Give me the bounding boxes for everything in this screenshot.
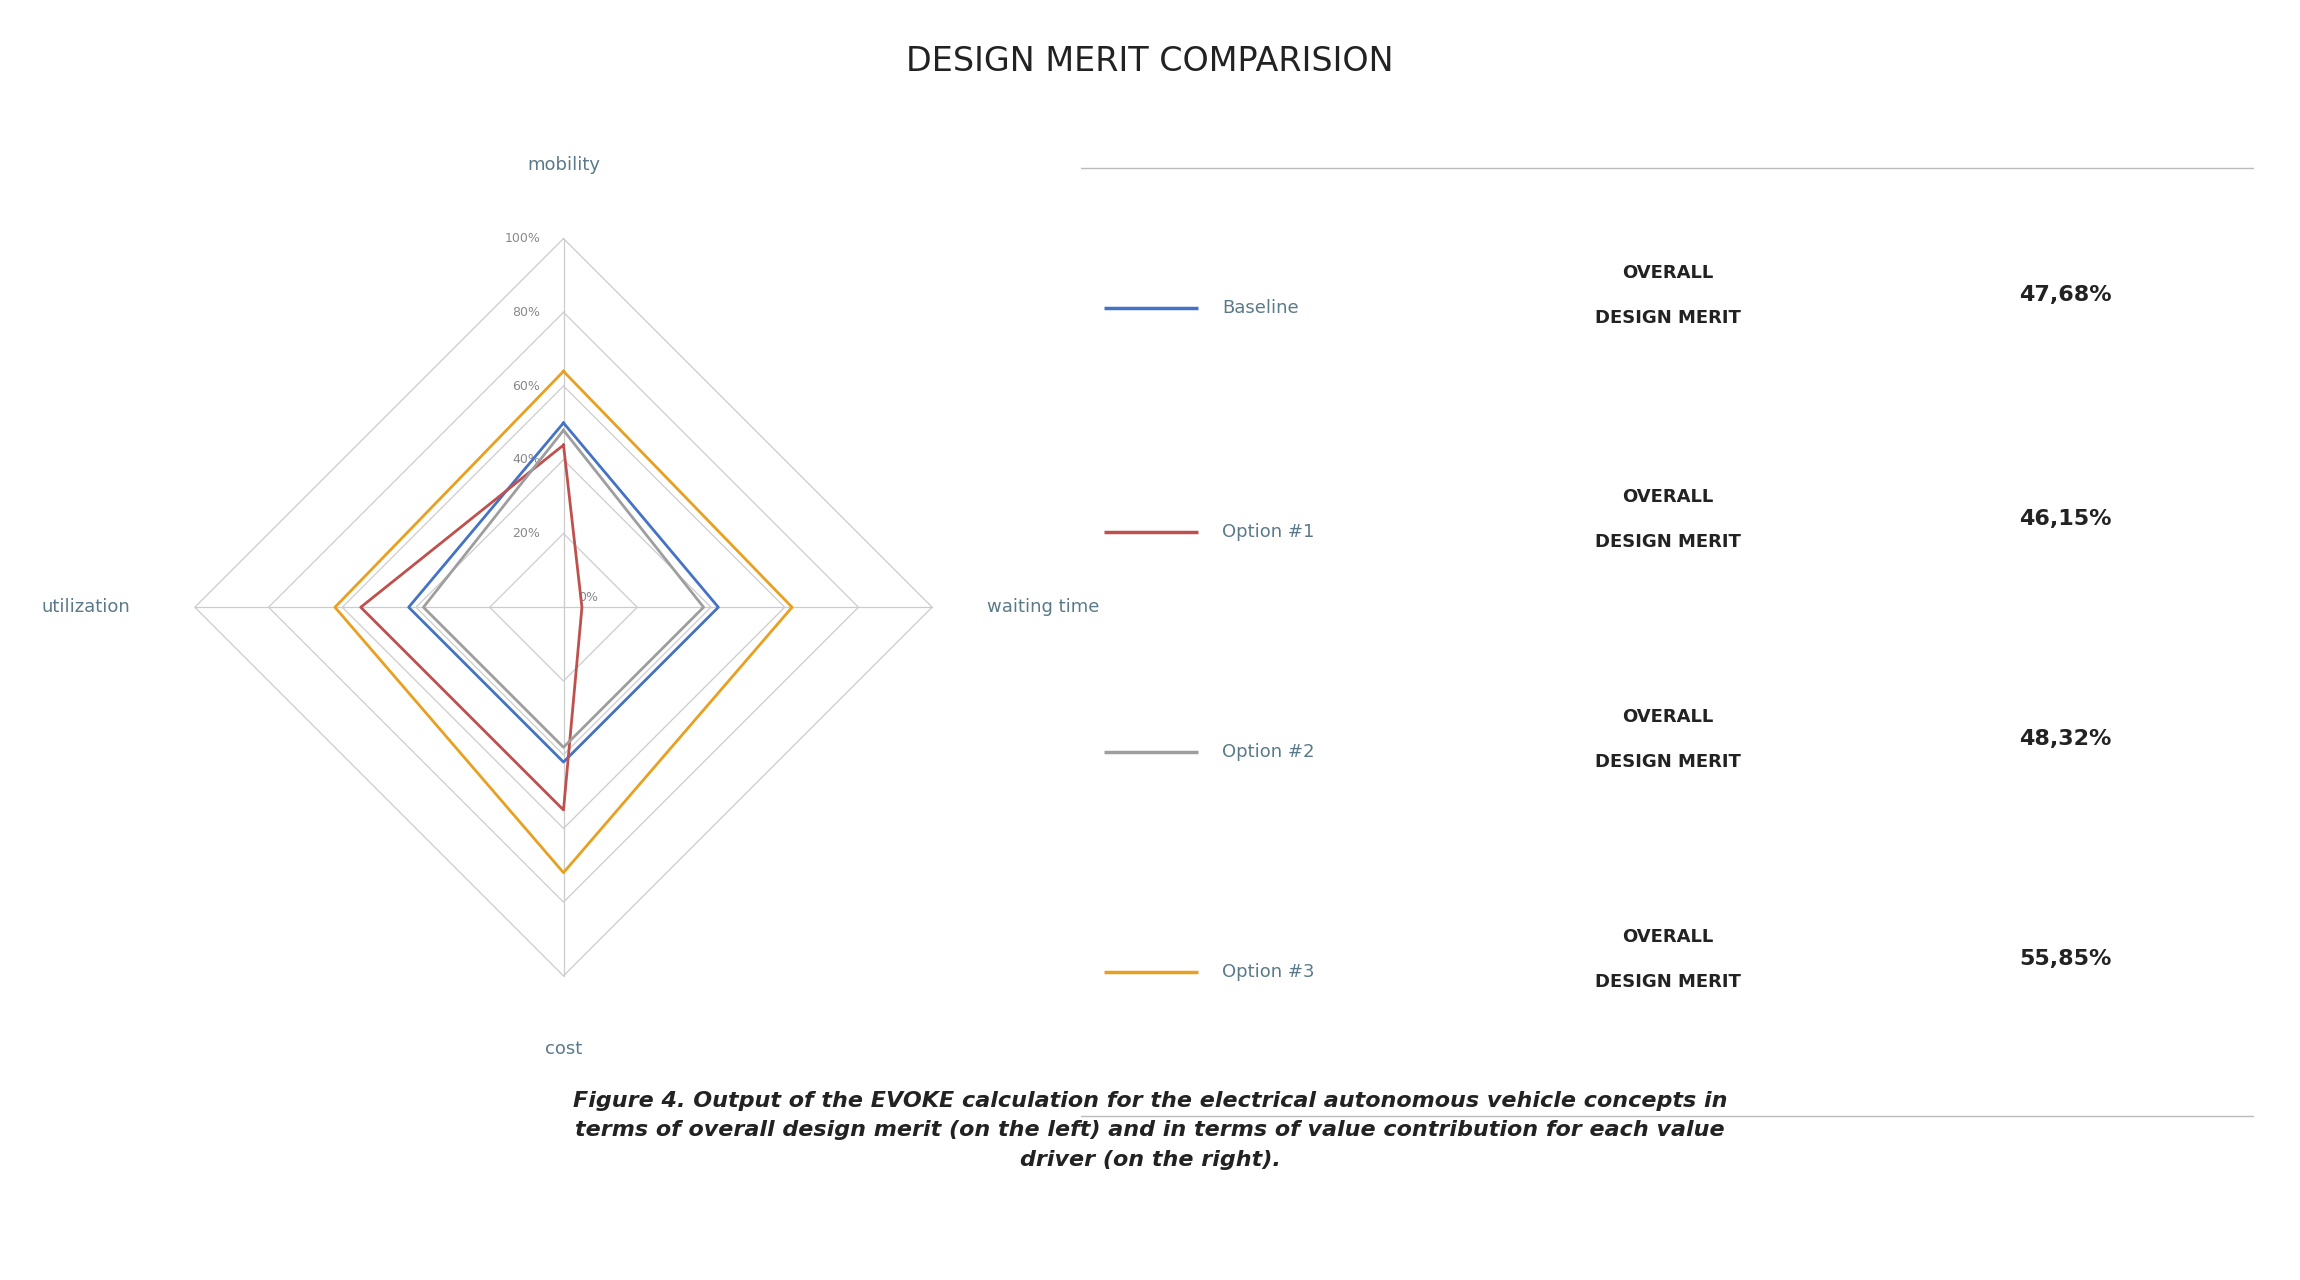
Text: Baseline: Baseline bbox=[1221, 298, 1299, 316]
Text: OVERALL: OVERALL bbox=[1622, 264, 1714, 282]
Text: 46,15%: 46,15% bbox=[2019, 509, 2111, 530]
Text: 55,85%: 55,85% bbox=[2019, 948, 2111, 969]
Text: 40%: 40% bbox=[513, 453, 540, 466]
Text: waiting time: waiting time bbox=[987, 598, 1099, 616]
Text: DESIGN MERIT: DESIGN MERIT bbox=[1594, 753, 1741, 771]
Text: Figure 4. Output of the EVOKE calculation for the electrical autonomous vehicle : Figure 4. Output of the EVOKE calculatio… bbox=[573, 1091, 1727, 1170]
Text: DESIGN MERIT: DESIGN MERIT bbox=[1594, 534, 1741, 552]
Text: 60%: 60% bbox=[513, 380, 540, 393]
Text: Option #3: Option #3 bbox=[1221, 963, 1313, 980]
Text: OVERALL: OVERALL bbox=[1622, 489, 1714, 507]
Text: OVERALL: OVERALL bbox=[1622, 928, 1714, 946]
Text: 20%: 20% bbox=[513, 527, 540, 540]
Text: 80%: 80% bbox=[513, 306, 540, 319]
Text: 0%: 0% bbox=[577, 591, 598, 604]
Text: 48,32%: 48,32% bbox=[2019, 730, 2111, 749]
Text: Option #2: Option #2 bbox=[1221, 742, 1313, 762]
Text: cost: cost bbox=[545, 1041, 582, 1059]
Text: mobility: mobility bbox=[527, 156, 600, 174]
Text: OVERALL: OVERALL bbox=[1622, 708, 1714, 726]
Text: 100%: 100% bbox=[504, 232, 540, 244]
Text: DESIGN MERIT COMPARISION: DESIGN MERIT COMPARISION bbox=[906, 45, 1394, 78]
Text: utilization: utilization bbox=[41, 598, 131, 616]
Text: Option #1: Option #1 bbox=[1221, 524, 1313, 541]
Text: DESIGN MERIT: DESIGN MERIT bbox=[1594, 973, 1741, 991]
Text: 47,68%: 47,68% bbox=[2019, 284, 2111, 305]
Text: DESIGN MERIT: DESIGN MERIT bbox=[1594, 308, 1741, 326]
